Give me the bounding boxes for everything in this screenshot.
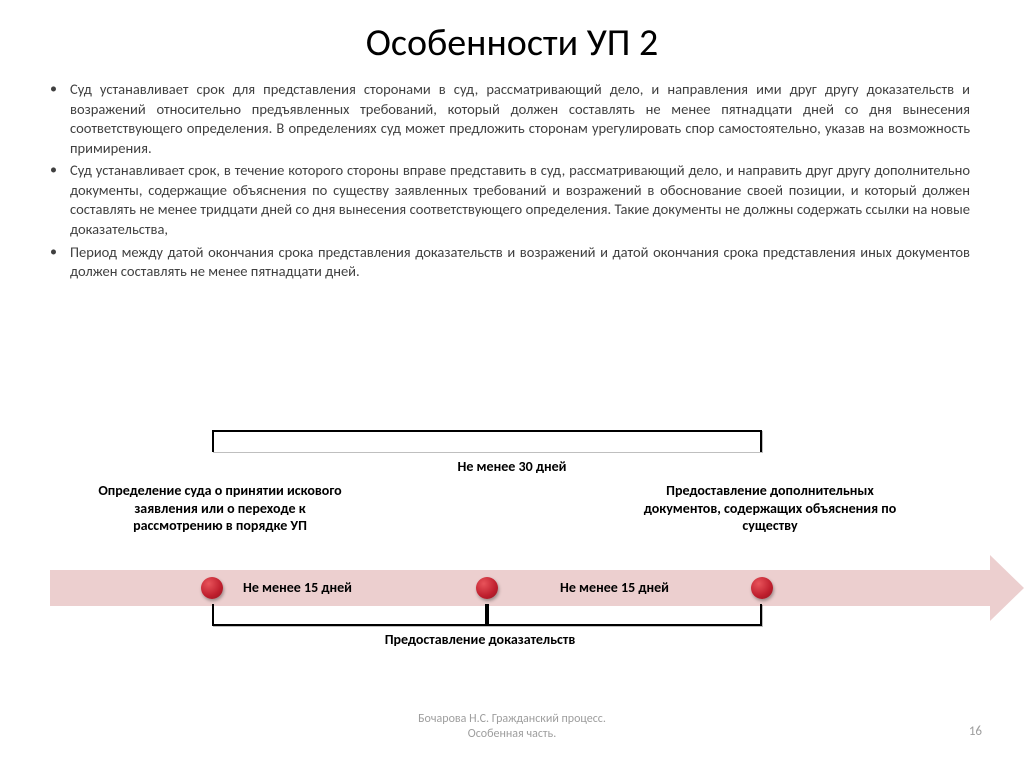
bottom-bracket-2 [487,604,762,626]
bullet-item: Суд устанавливает срок для представления… [70,80,970,158]
page-title: Особенности УП 2 [0,0,1024,80]
page-number: 16 [969,724,982,739]
timeline-diagram: Не менее 30 дней Определение суда о прин… [0,430,1024,710]
footer-line2: Особенная часть. [468,727,556,741]
footer-line1: Бочарова Н.С. Гражданский процесс. [418,712,606,726]
top-bracket-label: Не менее 30 дней [0,458,1024,475]
milestone-dot [751,577,773,599]
top-bracket [212,430,762,452]
milestone-dot [201,577,223,599]
bullet-item: Период между датой окончания срока предс… [70,243,970,282]
timeline-arrow-bar [50,570,990,606]
timeline-arrow-head [990,555,1024,621]
bottom-bracket-1 [212,604,487,626]
bullet-list: Суд устанавливает срок для представления… [0,80,1024,282]
bottom-label: Предоставление доказательств [380,632,580,649]
milestone-label-right: Предоставление дополнительных документов… [640,482,900,535]
milestone-label-left: Определение суда о принятии искового зая… [90,482,350,535]
footer: Бочарова Н.С. Гражданский процесс. Особе… [0,712,1024,743]
segment-label-2: Не менее 15 дней [560,579,669,596]
bullet-item: Суд устанавливает срок, в течение которо… [70,161,970,239]
segment-label-1: Не менее 15 дней [243,579,352,596]
milestone-dot [476,577,498,599]
